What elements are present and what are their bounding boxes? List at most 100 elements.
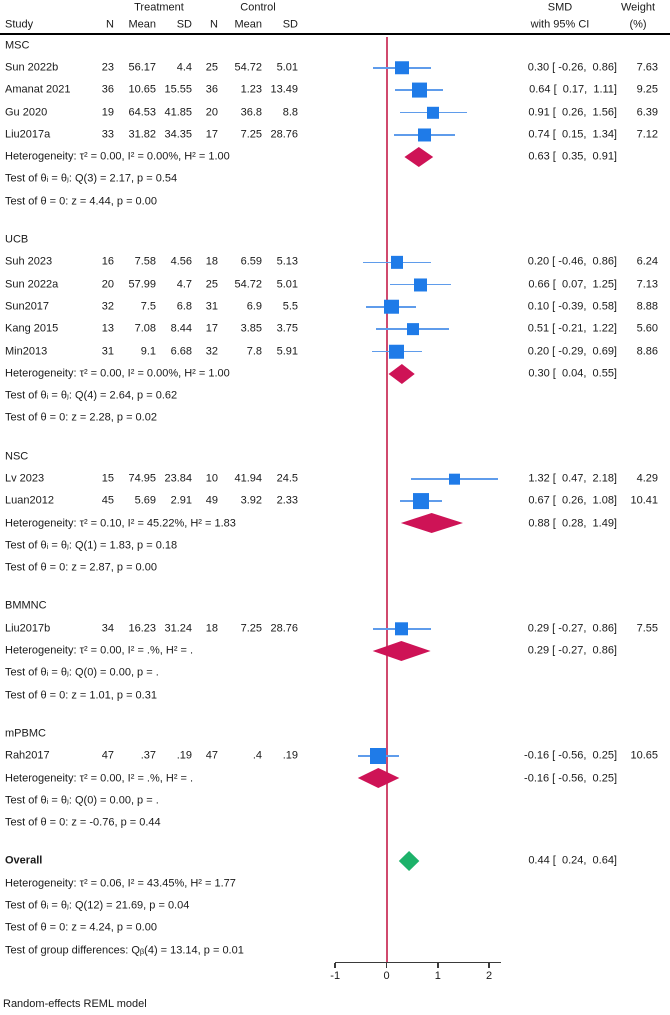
tick-label: 0	[383, 969, 390, 982]
ctrl-mean: 1.23	[240, 83, 262, 96]
ctrl-n: 36	[205, 83, 218, 96]
q-test-row: Test of θᵢ = θⱼ: Q(3) = 2.17, p = 0.54	[0, 168, 670, 190]
study-label: Sun 2022b	[5, 61, 59, 74]
study-row: Sun2017 32 7.5 6.8 31 6.9 5.5 0.10 [ -0.39, 0.…	[0, 296, 670, 318]
tick-label: 1	[434, 969, 441, 982]
z-test-text: Test of θ = 0: z = 2.87, p = 0.00	[5, 561, 157, 574]
treat-n: 16	[101, 255, 114, 268]
forest-marker	[318, 618, 508, 640]
overall-row: Overall 0.44 [ 0.24, 0.64]	[0, 850, 670, 872]
treat-mean: 16.23	[128, 622, 156, 635]
overall-diamond	[318, 850, 508, 872]
group-diff-text: Test of group differences: Qᵦ(4) = 13.14…	[5, 944, 244, 957]
treat-sd: 23.84	[164, 472, 192, 485]
q-test-text: Test of θᵢ = θⱼ: Q(4) = 2.64, p = 0.62	[5, 389, 178, 402]
study-row: Liu2017a 33 31.82 34.35 17 7.25 28.76 0.74 [ 0…	[0, 124, 670, 146]
q-test-row: Test of θᵢ = θⱼ: Q(0) = 0.00, p = .	[0, 662, 670, 684]
effect-estimate: -0.16 [ -0.56, 0.25]	[524, 749, 617, 762]
summary-diamond	[318, 363, 508, 385]
model-note: Random-effects REML model	[3, 997, 147, 1010]
ctrl-sd: 5.5	[282, 300, 298, 313]
heterogeneity-row: Heterogeneity: τ² = 0.00, I² = 0.00%, H²…	[0, 363, 670, 385]
study-label: Min2013	[5, 345, 48, 357]
ctrl-n: 18	[205, 255, 218, 268]
study-label: Gu 2020	[5, 106, 48, 119]
study-row: Luan2012 45 5.69 2.91 49 3.92 2.33 0.67 [ 0.26…	[0, 490, 670, 512]
mean-column-header: Mean	[128, 18, 156, 30]
study-row: Gu 2020 19 64.53 41.85 20 36.8 8.8 0.91 [ 0.26…	[0, 101, 670, 123]
treat-mean: 9.1	[140, 345, 156, 357]
treat-mean: 7.08	[134, 322, 156, 335]
weight-header: Weight	[620, 1, 656, 14]
q-test-text: Test of θᵢ = θⱼ: Q(3) = 2.17, p = 0.54	[5, 172, 178, 185]
heterogeneity-row: Heterogeneity: τ² = 0.00, I² = .%, H² = …	[0, 767, 670, 789]
ctrl-mean: 7.25	[240, 622, 262, 635]
heterogeneity-row: Heterogeneity: τ² = 0.00, I² = 0.00%, H²…	[0, 146, 670, 168]
study-label: Kang 2015	[5, 322, 59, 335]
n-column-header: N	[106, 18, 114, 30]
forest-marker	[318, 490, 508, 512]
ctrl-n: 17	[205, 128, 218, 141]
effect-estimate: 0.51 [ -0.21, 1.22]	[527, 322, 617, 335]
treat-sd: 6.8	[176, 300, 192, 313]
group-label: BMMNC	[5, 599, 47, 612]
section-gap	[0, 579, 670, 595]
weight-value: 8.86	[636, 345, 658, 357]
tick-label: 2	[486, 969, 493, 982]
effect-estimate: 0.91 [ 0.26, 1.56]	[528, 106, 617, 119]
sd-column-header: SD	[282, 18, 298, 30]
study-row: Rah2017 47 .37 .19 47 .4 .19 -0.16 [ -0.56, 0.…	[0, 745, 670, 767]
q-test-text: Test of θᵢ = θⱼ: Q(1) = 1.83, p = 0.18	[5, 539, 178, 552]
ctrl-mean: 54.72	[234, 61, 262, 74]
forest-marker	[318, 340, 508, 362]
q-test-text: Test of θᵢ = θⱼ: Q(0) = 0.00, p = .	[5, 666, 159, 679]
ctrl-n: 17	[205, 322, 218, 335]
study-label: Amanat 2021	[5, 83, 71, 96]
ctrl-n: 25	[205, 278, 218, 291]
treatment-header: Treatment	[134, 1, 184, 14]
treat-sd: 41.85	[164, 106, 192, 119]
ctrl-n: 18	[205, 622, 218, 635]
tick-mark	[437, 963, 439, 968]
treat-n: 20	[101, 278, 114, 291]
weight-value: 7.12	[636, 128, 658, 141]
heterogeneity-text: Heterogeneity: τ² = 0.06, I² = 43.45%, H…	[5, 877, 236, 890]
weight-value: 10.65	[630, 749, 658, 762]
z-test-row: Test of θ = 0: z = 4.24, p = 0.00	[0, 917, 670, 939]
ctrl-sd: 3.75	[276, 322, 298, 335]
tick-label: -1	[330, 969, 341, 982]
forest-marker	[318, 79, 508, 101]
group-label: UCB	[5, 233, 29, 246]
forest-marker	[318, 124, 508, 146]
section-gap	[0, 430, 670, 446]
ctrl-sd: .19	[282, 749, 298, 762]
forest-marker	[318, 251, 508, 273]
q-test-row: Test of θᵢ = θⱼ: Q(12) = 21.69, p = 0.04	[0, 895, 670, 917]
treat-mean: 5.69	[134, 494, 156, 507]
ctrl-sd: 13.49	[270, 83, 298, 96]
ctrl-n: 47	[205, 749, 218, 762]
treat-sd: 4.4	[176, 61, 192, 74]
treat-n: 34	[101, 622, 114, 635]
heterogeneity-text: Heterogeneity: τ² = 0.00, I² = .%, H² = …	[5, 772, 194, 785]
ctrl-mean: 6.9	[246, 300, 262, 313]
heterogeneity-text: Heterogeneity: τ² = 0.00, I² = 0.00%, H²…	[5, 150, 230, 163]
study-label: Rah2017	[5, 749, 50, 762]
x-axis-line	[335, 961, 501, 964]
z-test-text: Test of θ = 0: z = -0.76, p = 0.44	[5, 816, 161, 829]
summary-estimate: 0.88 [ 0.28, 1.49]	[528, 517, 617, 530]
summary-diamond	[318, 640, 508, 662]
treat-mean: 31.82	[128, 128, 156, 141]
treat-mean: 64.53	[128, 106, 156, 119]
treat-sd: 4.7	[176, 278, 192, 291]
q-test-row: Test of θᵢ = θⱼ: Q(0) = 0.00, p = .	[0, 790, 670, 812]
treat-mean: .37	[140, 749, 156, 762]
z-test-text: Test of θ = 0: z = 1.01, p = 0.31	[5, 689, 157, 702]
weight-value: 9.25	[636, 83, 658, 96]
ctrl-mean: 41.94	[234, 472, 262, 485]
header-row-2: Study N Mean SD N Mean SD with 95% CI (%…	[0, 16, 670, 33]
smd-header: SMD	[547, 1, 573, 14]
study-label: Lv 2023	[5, 472, 45, 485]
group-label: MSC	[5, 39, 30, 52]
treat-n: 19	[101, 106, 114, 119]
